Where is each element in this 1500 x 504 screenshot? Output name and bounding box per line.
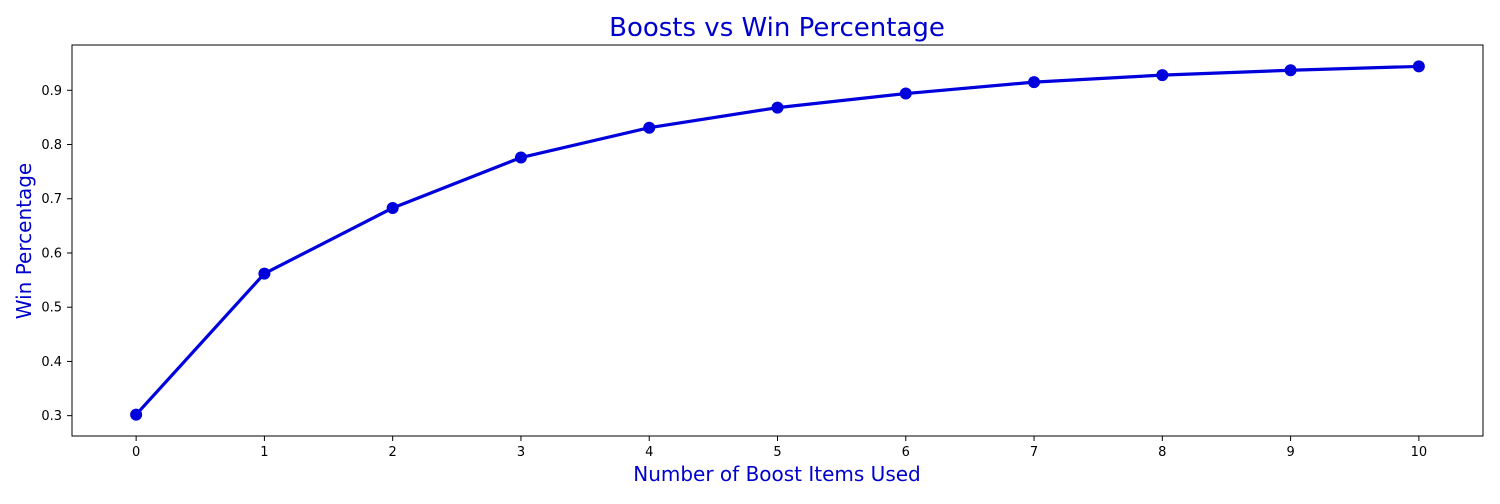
data-point <box>1028 76 1041 89</box>
y-tick-label: 0.8 <box>41 138 62 153</box>
x-tick-label: 10 <box>1411 445 1428 460</box>
x-tick-label: 5 <box>773 445 781 460</box>
data-point <box>386 201 399 214</box>
data-point <box>1412 60 1425 73</box>
data-point <box>899 87 912 100</box>
x-tick-label: 7 <box>1030 445 1038 460</box>
x-tick-label: 9 <box>1286 445 1294 460</box>
x-axis-label: Number of Boost Items Used <box>633 462 921 486</box>
data-point <box>1284 64 1297 77</box>
plot-area: 0 1 2 3 4 5 6 7 8 9 10 0.3 0.4 0.5 0.6 0.7 0.8 0.9 <box>41 44 1484 460</box>
y-tick-label: 0.3 <box>41 409 62 424</box>
x-tick-label: 3 <box>517 445 525 460</box>
data-point <box>643 121 656 134</box>
x-tick-label: 6 <box>902 445 910 460</box>
x-tick-label: 0 <box>132 445 140 460</box>
data-point <box>1156 69 1169 82</box>
data-point <box>258 267 271 280</box>
series-line <box>134 64 1421 417</box>
y-tick-label: 0.4 <box>41 355 62 370</box>
y-tick-label: 0.5 <box>41 301 62 316</box>
y-tick-label: 0.6 <box>41 246 62 261</box>
y-axis-label: Win Percentage <box>12 163 36 319</box>
data-point <box>771 101 784 114</box>
y-tick-label: 0.7 <box>41 192 62 207</box>
data-point <box>130 408 143 421</box>
x-tick-label: 1 <box>260 445 268 460</box>
y-tick-label: 0.9 <box>41 84 62 99</box>
x-tick-label: 4 <box>645 445 653 460</box>
x-tick-label: 8 <box>1158 445 1166 460</box>
data-point <box>514 151 527 164</box>
chart-title: Boosts vs Win Percentage <box>609 13 945 43</box>
x-tick-label: 2 <box>389 445 397 460</box>
